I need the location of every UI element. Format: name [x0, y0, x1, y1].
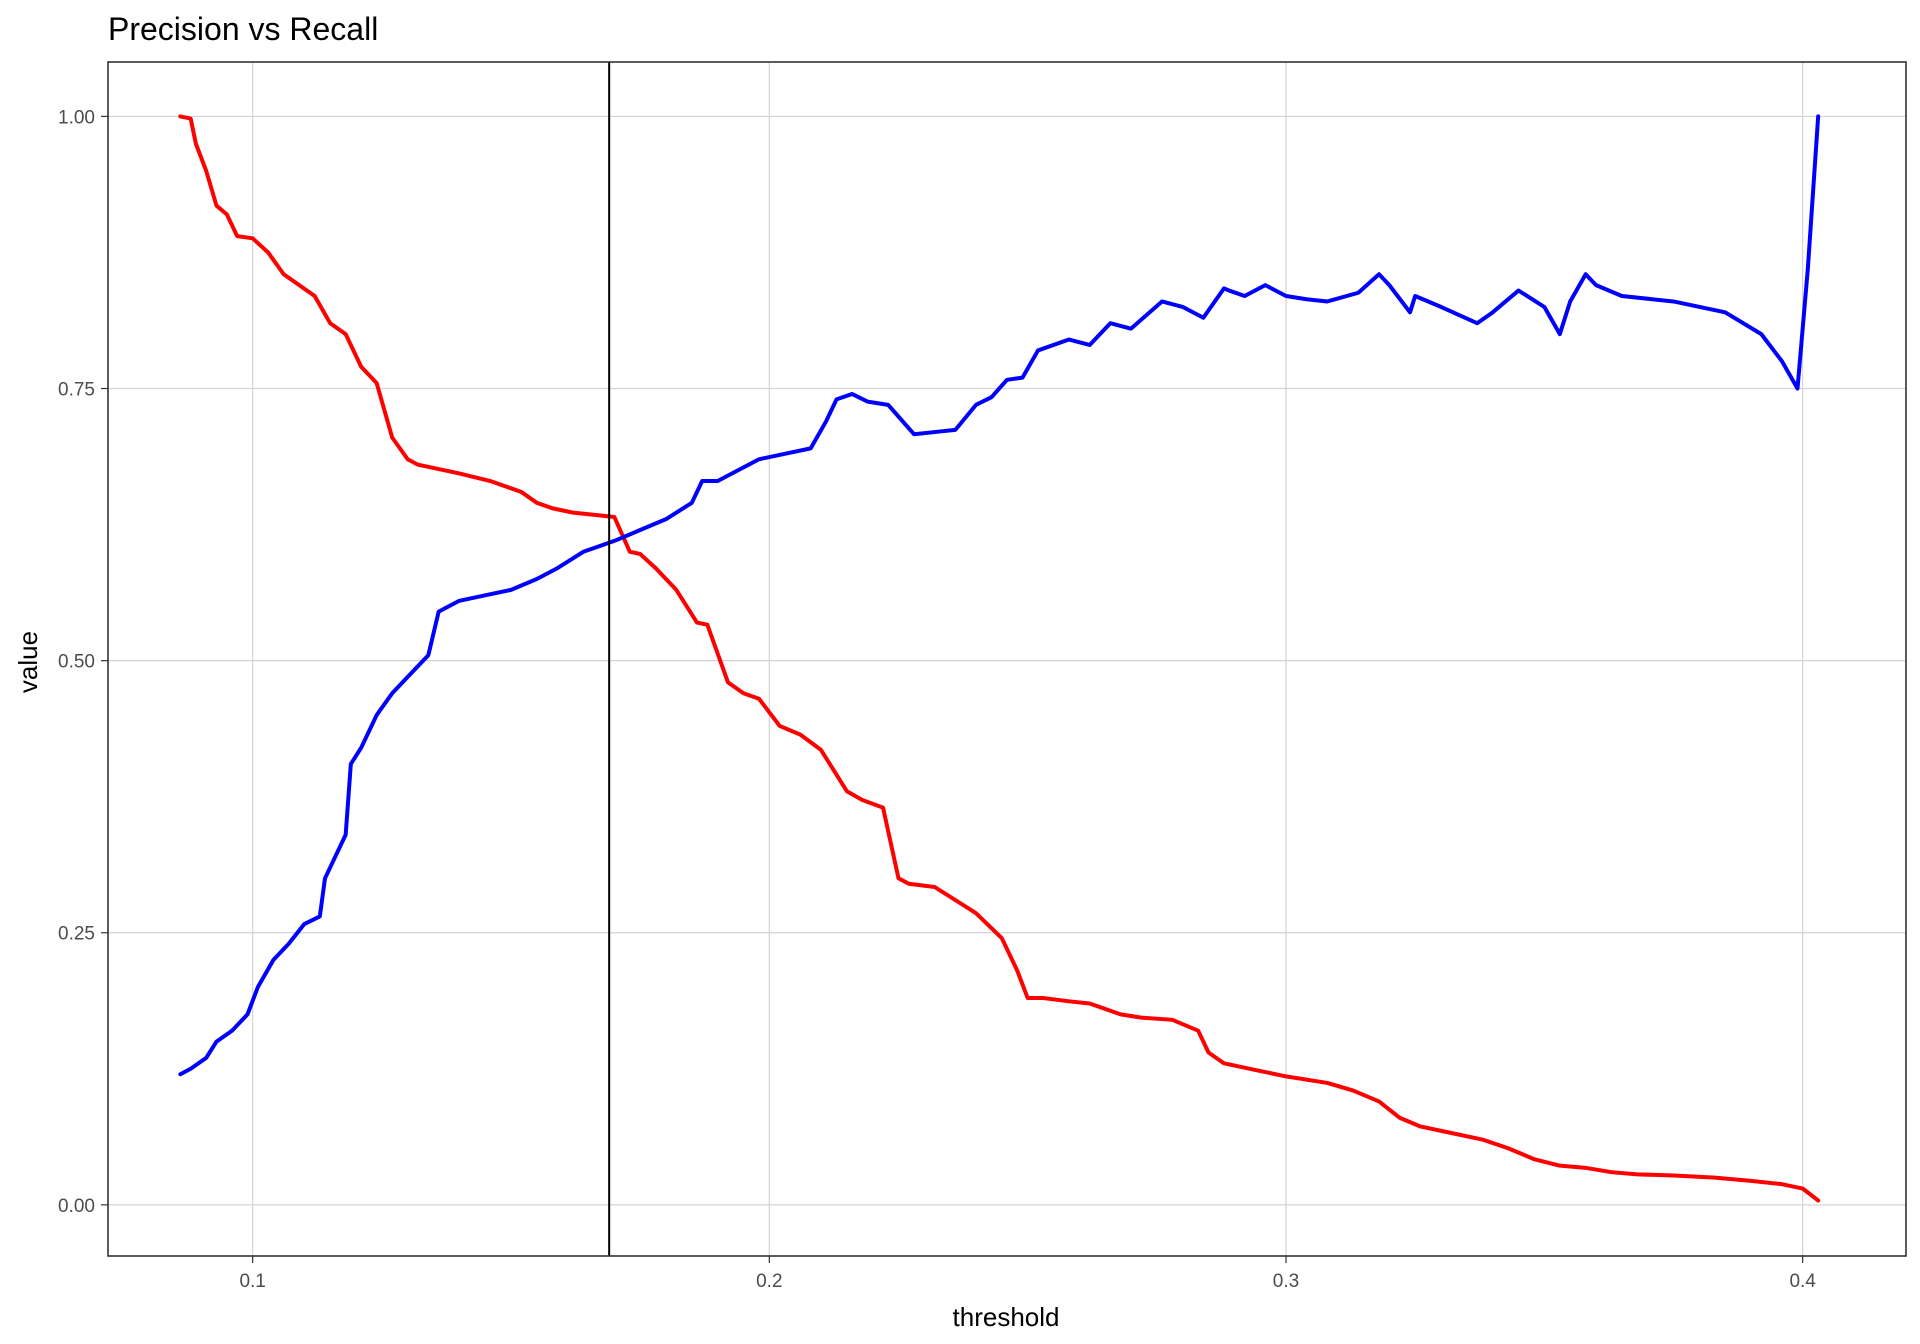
y-tick-label: 0.00	[58, 1196, 95, 1217]
panel-border-rect	[107, 61, 1907, 1257]
chart-title: Precision vs Recall	[108, 11, 378, 47]
x-tick-label: 0.1	[239, 1271, 265, 1292]
x-tick-label: 0.4	[1789, 1271, 1816, 1292]
x-tick-label: 0.3	[1273, 1271, 1299, 1292]
y-tick-label: 0.50	[58, 652, 95, 673]
x-axis-label: threshold	[953, 1302, 1060, 1332]
y-tick-label: 0.75	[58, 380, 95, 401]
y-axis-label: value	[13, 631, 43, 693]
x-axis: 0.1 0.2 0.3 0.4	[239, 1256, 1816, 1292]
x-tick-label: 0.2	[756, 1271, 782, 1292]
grid-lines	[108, 62, 1906, 1256]
y-tick-label: 1.00	[58, 107, 95, 128]
series-lines	[178, 114, 1821, 1203]
y-axis: 0.00 0.25 0.50 0.75 1.00	[58, 107, 108, 1217]
series-line-2	[178, 114, 1821, 1077]
panel-border	[107, 61, 1907, 1257]
y-tick-label: 0.25	[58, 924, 95, 945]
series-line-1	[178, 114, 1821, 1203]
